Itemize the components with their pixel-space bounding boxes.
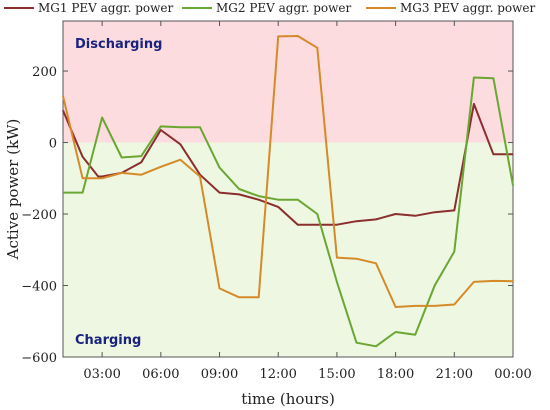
x-tick-label: 00:00 bbox=[494, 367, 531, 382]
x-tick-label: 18:00 bbox=[377, 367, 414, 382]
legend-label-1: MG1 PEV aggr. power bbox=[38, 1, 173, 15]
y-tick-label: −600 bbox=[21, 351, 57, 366]
legend: MG1 PEV aggr. power MG2 PEV aggr. power MG… bbox=[4, 1, 535, 15]
region-discharging bbox=[63, 21, 513, 143]
series-layer bbox=[62, 35, 514, 348]
y-tick-label: 0 bbox=[49, 137, 57, 152]
y-tick-label: −400 bbox=[21, 280, 57, 295]
x-tick-label: 12:00 bbox=[259, 367, 296, 382]
series-line-3 bbox=[62, 35, 514, 308]
region-charging bbox=[63, 142, 513, 357]
series-line-2 bbox=[63, 76, 514, 348]
y-axis-title: Active power (kW) bbox=[4, 119, 22, 261]
x-axis-title: time (hours) bbox=[241, 390, 335, 408]
x-tick-label: 03:00 bbox=[83, 367, 120, 382]
y-tick-label: 200 bbox=[32, 65, 57, 80]
legend-label-2: MG2 PEV aggr. power bbox=[216, 1, 351, 15]
x-tick-label: 09:00 bbox=[201, 367, 238, 382]
x-tick-label: 06:00 bbox=[142, 367, 179, 382]
region-label-discharging: Discharging bbox=[75, 37, 162, 52]
x-tick-label: 15:00 bbox=[318, 367, 355, 382]
region-label-charging: Charging bbox=[75, 333, 141, 348]
plot-frame bbox=[62, 20, 514, 358]
y-tick-label: −200 bbox=[21, 208, 57, 223]
regions-layer: Discharging Charging bbox=[63, 21, 513, 357]
axes-layer: 200 0 −200 −400 −600 03:00 06:00 09:00 12:00 15:0… bbox=[21, 20, 532, 382]
legend-label-3: MG3 PEV aggr. power bbox=[400, 1, 535, 15]
x-tick-label: 21:00 bbox=[436, 367, 473, 382]
